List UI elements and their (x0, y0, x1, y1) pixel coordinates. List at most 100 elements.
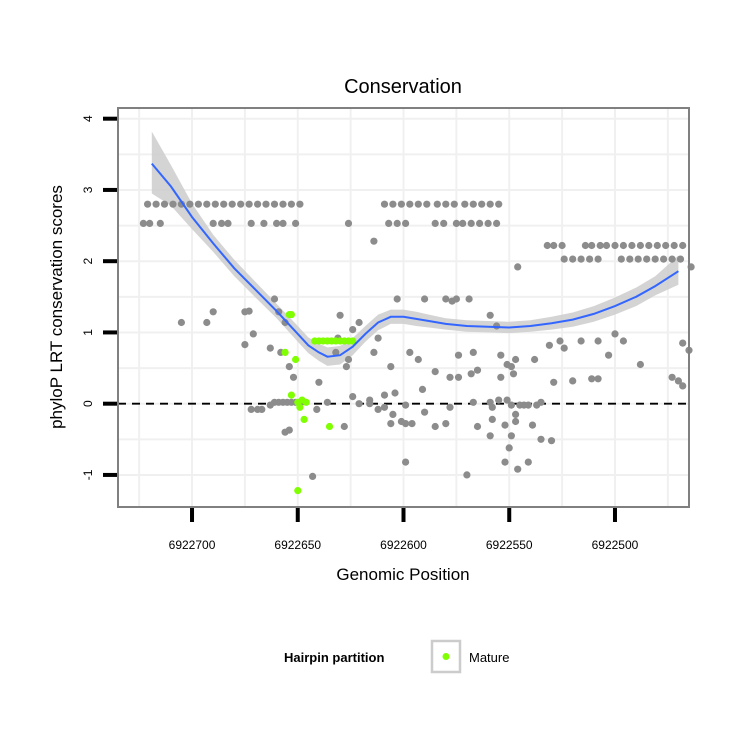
data-point (370, 348, 378, 356)
data-point (380, 403, 389, 411)
data-point (611, 330, 619, 338)
data-point (209, 219, 217, 227)
data-point (537, 435, 545, 443)
data-point (636, 241, 645, 250)
mature-point (294, 487, 302, 495)
data-point (668, 373, 676, 381)
data-point (569, 377, 577, 385)
data-point (486, 432, 494, 440)
data-point (414, 355, 422, 364)
data-point (385, 219, 393, 227)
data-point (452, 219, 460, 227)
data-point (581, 241, 590, 250)
data-point (524, 458, 532, 466)
data-point (393, 219, 401, 227)
data-point (503, 360, 511, 369)
data-point (228, 200, 236, 208)
mature-point (292, 355, 300, 364)
data-point (465, 295, 473, 303)
data-point (476, 219, 484, 227)
data-point (547, 437, 556, 445)
data-point (374, 405, 382, 413)
data-point (247, 219, 255, 227)
data-point (469, 398, 477, 406)
data-point (473, 422, 482, 431)
data-point (454, 351, 463, 359)
data-point (402, 401, 410, 409)
data-point (342, 363, 350, 371)
y-tick-label: 0 (81, 400, 95, 407)
data-point (402, 458, 410, 466)
legend-title: Hairpin partition (284, 650, 384, 665)
legend: Hairpin partition Mature (284, 639, 509, 674)
data-point (440, 219, 448, 227)
data-point (387, 420, 395, 428)
data-point (543, 241, 551, 250)
data-point (577, 337, 585, 345)
data-point (323, 398, 331, 406)
legend-key-mature-dot (442, 653, 450, 660)
data-point (442, 200, 450, 208)
data-point (577, 255, 585, 263)
data-point (442, 295, 450, 303)
x-tick-label: 6922650 (274, 538, 321, 552)
mature-point (296, 403, 304, 411)
data-point (511, 417, 520, 426)
data-point (505, 444, 513, 452)
data-point (507, 432, 515, 440)
data-point (511, 355, 520, 364)
data-point (194, 200, 202, 208)
data-point (266, 401, 274, 409)
y-tick-label: -1 (81, 469, 95, 480)
mature-point (281, 348, 289, 356)
data-point (679, 241, 687, 250)
data-point (431, 368, 439, 376)
data-point (366, 400, 374, 408)
data-point (674, 377, 683, 385)
chart-title: Conservation (344, 76, 462, 98)
data-point (220, 200, 228, 208)
data-point (254, 200, 262, 208)
data-point (296, 200, 304, 208)
data-point (287, 200, 295, 208)
data-point (617, 255, 625, 263)
x-tick-label: 6922600 (380, 538, 427, 552)
y-axis-label: phyloP LRT conservation scores (47, 185, 66, 429)
data-point (309, 472, 317, 480)
data-point (586, 255, 594, 263)
data-point (486, 200, 494, 208)
data-point (423, 200, 431, 208)
data-point (247, 405, 255, 413)
y-tick-label: 3 (81, 186, 95, 193)
data-point (588, 375, 596, 383)
data-point (397, 200, 405, 208)
data-point (433, 200, 441, 208)
data-point (285, 363, 293, 371)
data-point (467, 370, 475, 378)
data-point (602, 241, 611, 250)
data-point (478, 200, 486, 208)
data-point (509, 370, 518, 378)
data-points (139, 200, 695, 495)
data-point (186, 200, 194, 208)
data-point (653, 241, 661, 250)
data-point (556, 337, 564, 345)
data-point (336, 311, 344, 319)
x-tick-label: 6922500 (592, 538, 639, 552)
data-point (643, 255, 651, 263)
data-point (514, 263, 522, 271)
data-point (594, 255, 602, 263)
data-point (218, 219, 226, 227)
data-point (203, 318, 211, 327)
data-point (558, 241, 566, 250)
x-axis: 6922700 6922650 6922600 6922550 6922500 (169, 508, 639, 552)
data-point (209, 308, 217, 316)
data-point (461, 200, 469, 208)
data-point (402, 219, 410, 227)
data-point (279, 398, 287, 406)
mature-point (300, 415, 308, 423)
data-point (497, 351, 505, 359)
data-point (676, 255, 685, 263)
data-point (279, 200, 287, 208)
data-point (380, 391, 389, 399)
